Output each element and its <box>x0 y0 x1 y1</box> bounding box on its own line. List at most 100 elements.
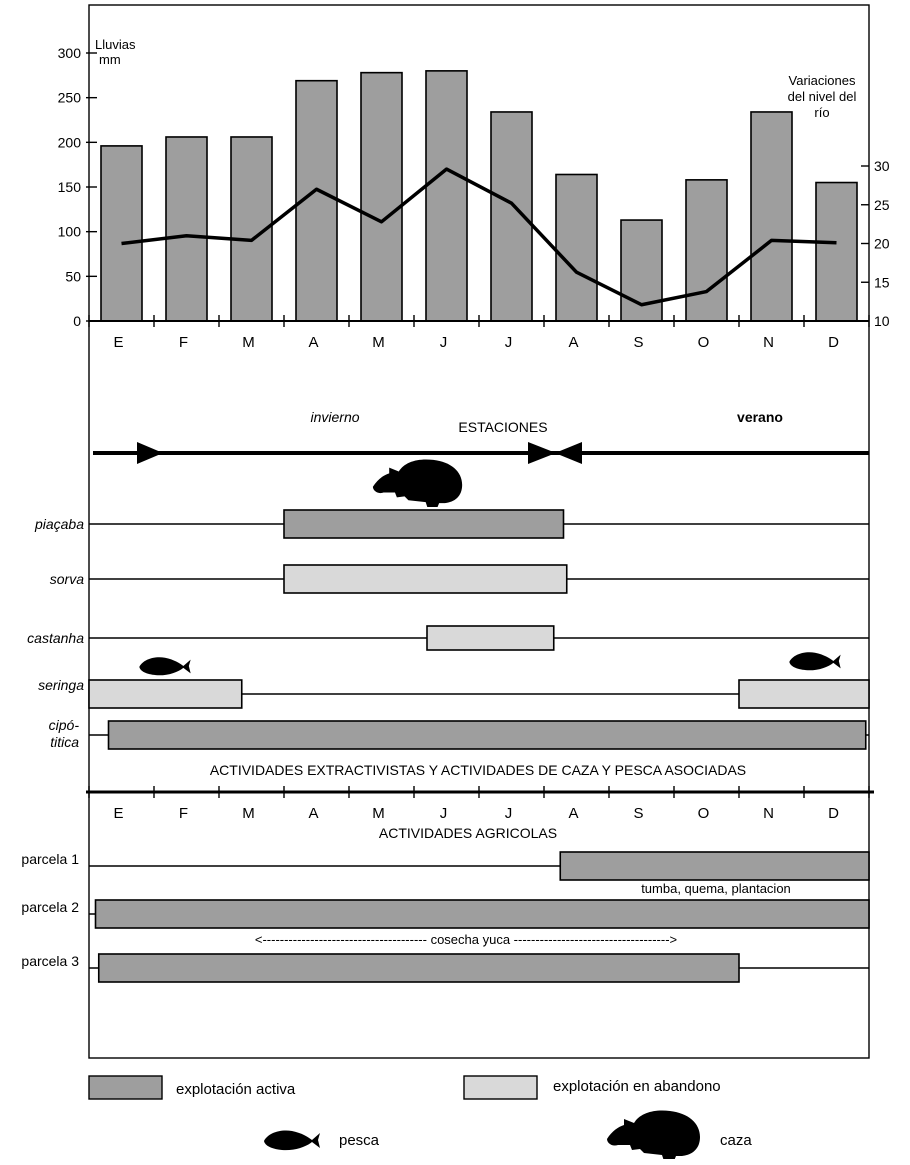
agri-month-label: O <box>698 805 710 822</box>
month-label: A <box>568 334 578 351</box>
month-label: O <box>698 334 710 351</box>
rainfall-bars <box>100 70 858 322</box>
extractive-bar <box>107 720 867 750</box>
extractive-bar <box>88 679 243 709</box>
agri-row-label: parcela 1 <box>21 851 79 867</box>
agri-note: <-------------------------------------- … <box>255 932 677 947</box>
river-axis-title-1: Variaciones <box>789 73 856 88</box>
river-tick-label: 20 <box>874 236 890 252</box>
legend-active-swatch <box>88 1075 163 1100</box>
rain-axis-title-2: mm <box>99 52 121 67</box>
agri-bar <box>94 899 870 929</box>
agri-month-label: A <box>568 805 578 822</box>
agri-month-label: E <box>113 805 123 822</box>
month-label: F <box>179 334 188 351</box>
season-change-marker-right <box>555 442 582 464</box>
legend-fish-icon <box>264 1130 320 1151</box>
legend-active-label: explotación activa <box>176 1081 296 1098</box>
extractive-title: ACTIVIDADES EXTRACTIVISTAS Y ACTIVIDADES… <box>210 762 746 778</box>
agri-month-label: M <box>372 805 385 822</box>
agri-axis-ticks <box>88 786 870 798</box>
extractive-label: sorva <box>50 571 84 587</box>
river-tick-label: 30 <box>874 158 890 174</box>
river-level-axis-ticks: 10 15 20 25 30 <box>861 158 890 329</box>
agri-month-label: D <box>828 805 839 822</box>
rain-bar-8 <box>555 173 598 322</box>
agri-month-label: A <box>308 805 318 822</box>
extractive-bar <box>738 679 870 709</box>
rain-tick-label: 150 <box>58 179 82 195</box>
season-change-marker-left <box>528 442 556 464</box>
rain-tick-label: 300 <box>58 45 82 61</box>
extractive-label: piaçaba <box>34 516 84 532</box>
month-label: M <box>242 334 255 351</box>
extractive-bar <box>426 625 555 651</box>
agri-month-label: F <box>179 805 188 822</box>
agricultural-activities: parcela 1 tumba, quema, plantacion parcela… <box>21 851 870 983</box>
month-label: S <box>633 334 643 351</box>
rain-axis-title-1: Lluvias <box>95 37 136 52</box>
season-summer-label: verano <box>737 409 783 425</box>
legend-abandoned-label: explotación en abandono <box>553 1078 721 1095</box>
river-tick-label: 25 <box>874 197 890 213</box>
rain-tick-label: 100 <box>58 224 82 240</box>
agri-bar <box>559 851 870 881</box>
season-winter-label: invierno <box>310 409 359 425</box>
seasons-band: invierno ESTACIONES verano <box>93 409 869 464</box>
season-start-marker <box>137 442 163 464</box>
month-label: M <box>372 334 385 351</box>
fishing-icon-right <box>789 652 841 671</box>
rainfall-axis-ticks: 0 50 100 150 200 250 300 <box>58 45 97 329</box>
extractive-bar <box>283 564 568 594</box>
legend-hunting-label: caza <box>720 1132 752 1149</box>
figure-frame <box>88 4 870 1059</box>
agri-row-label: parcela 2 <box>21 899 79 915</box>
month-label: A <box>308 334 318 351</box>
rain-tick-label: 250 <box>58 90 82 106</box>
rain-bar-6 <box>425 70 468 322</box>
agri-title: ACTIVIDADES AGRICOLAS <box>379 825 557 841</box>
agri-note: tumba, quema, plantacion <box>641 881 791 896</box>
rain-tick-label: 0 <box>73 313 81 329</box>
agri-row-label: parcela 3 <box>21 953 79 969</box>
rain-tick-label: 200 <box>58 134 82 150</box>
river-axis-title-3: río <box>814 105 829 120</box>
extractive-label: titica <box>50 734 79 750</box>
extractive-label: seringa <box>38 677 84 693</box>
agri-month-label: M <box>242 805 255 822</box>
agri-month-label: J <box>440 805 448 822</box>
month-label: J <box>440 334 448 351</box>
rain-bar-1 <box>100 145 143 322</box>
month-label: E <box>113 334 123 351</box>
rainfall-river-chart: 0 50 100 150 200 250 300 10 15 20 25 30 E F M A M J J A S O… <box>58 37 890 351</box>
rain-bar-11 <box>750 111 793 322</box>
legend-fishing-label: pesca <box>339 1132 380 1149</box>
seasons-title: ESTACIONES <box>458 419 547 435</box>
rain-bar-5 <box>360 71 403 322</box>
legend-hunting-icon <box>607 1110 700 1159</box>
agri-month-label: J <box>505 805 513 822</box>
month-label: D <box>828 334 839 351</box>
river-tick-label: 10 <box>874 313 890 329</box>
legend: explotación activa explotación en abando… <box>88 1075 752 1159</box>
month-label: N <box>763 334 774 351</box>
river-tick-label: 15 <box>874 274 890 290</box>
agri-month-label: S <box>633 805 643 822</box>
rain-bar-2 <box>165 136 208 322</box>
extractive-label: castanha <box>27 630 84 646</box>
rain-bar-10 <box>685 179 728 322</box>
river-axis-title-2: del nivel del <box>788 89 857 104</box>
month-label: J <box>505 334 513 351</box>
fishing-icon-left <box>139 657 191 676</box>
river-level-line <box>121 167 837 307</box>
month-axis-ticks <box>88 315 870 327</box>
agri-month-label: N <box>763 805 774 822</box>
rain-tick-label: 50 <box>65 268 81 284</box>
agri-bar <box>97 953 740 983</box>
extractive-activities: piaçaba sorva castanha seringa cipó-titica <box>27 509 870 750</box>
extractive-label: cipó- <box>49 717 80 733</box>
legend-abandoned-swatch <box>463 1075 538 1100</box>
